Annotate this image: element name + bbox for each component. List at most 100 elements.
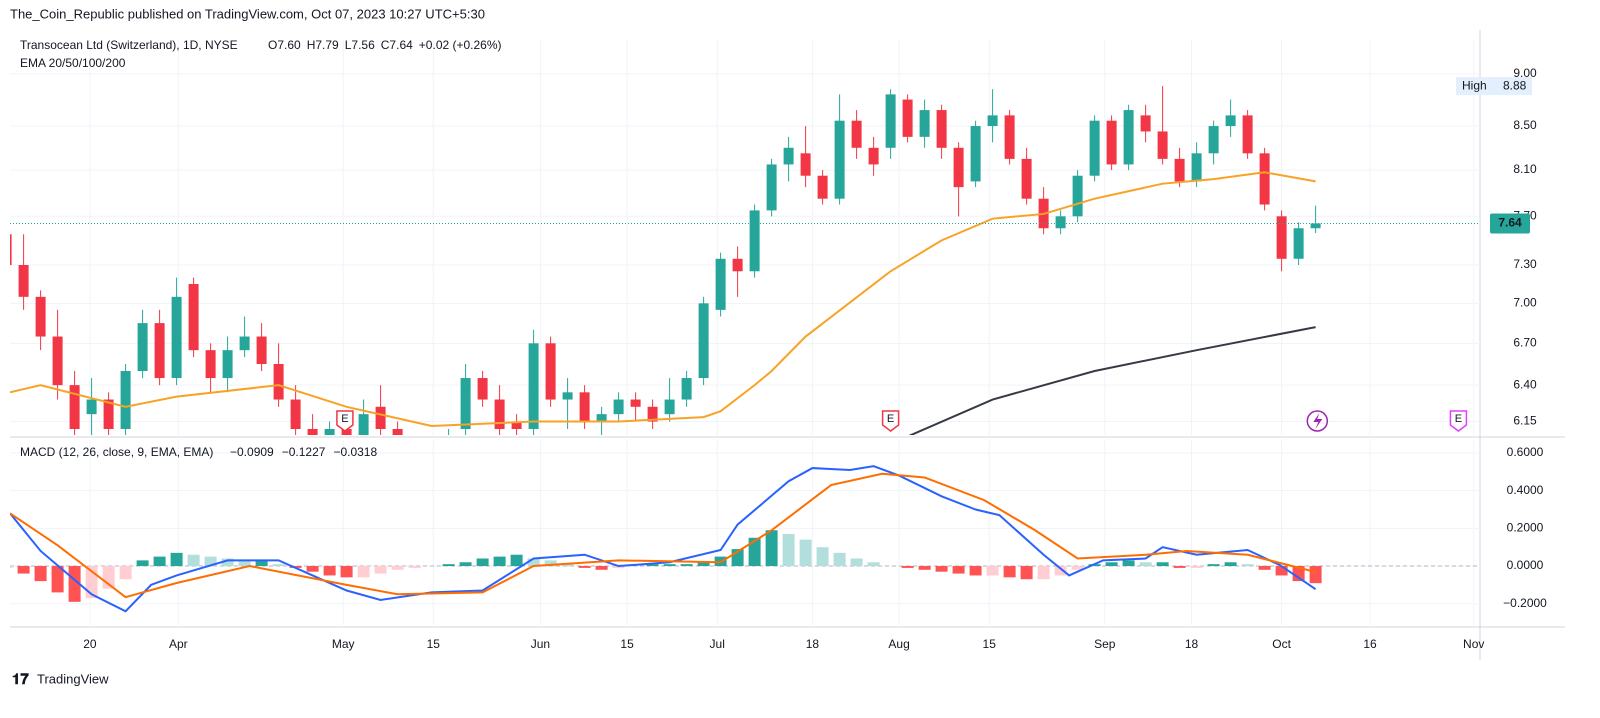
histogram-bar — [442, 564, 455, 567]
histogram-bar — [1037, 566, 1050, 580]
histogram-bar — [1054, 566, 1067, 576]
y-tick-label: 6.70 — [1513, 335, 1537, 349]
histogram-bar — [901, 566, 914, 568]
candle-body — [1055, 216, 1066, 229]
x-tick-label: Apr — [169, 637, 188, 651]
histogram-bar — [646, 564, 659, 567]
ohlc-value: O7.60 — [268, 38, 301, 52]
candle-body — [885, 94, 896, 148]
candle-body — [35, 296, 46, 337]
candle-body — [1089, 120, 1100, 176]
histogram-bar — [595, 566, 608, 570]
candle-body — [1242, 115, 1253, 154]
histogram-bar — [1071, 566, 1084, 570]
candle-body — [630, 399, 641, 407]
histogram-bar — [1224, 562, 1237, 567]
last-price-label: 7.64 — [1498, 216, 1522, 230]
candle-body — [358, 414, 369, 435]
candle-body — [715, 258, 726, 310]
logo: 𝟏𝟕 — [12, 671, 29, 688]
candle-body — [987, 115, 998, 127]
x-tick-label: Jun — [531, 637, 550, 651]
histogram-bar — [935, 566, 948, 572]
candle-body — [834, 120, 845, 199]
y-tick-label: 6.15 — [1513, 414, 1537, 428]
macd-legend-value: −0.0318 — [333, 445, 377, 459]
candle-body — [1276, 216, 1287, 259]
histogram-bar — [1309, 566, 1322, 584]
candle-body — [137, 323, 148, 371]
candle-body — [392, 428, 403, 435]
x-tick-label: 15 — [427, 637, 441, 651]
histogram-bar — [697, 562, 710, 567]
candle-body — [154, 323, 165, 379]
y-tick-label: 0.4000 — [1507, 483, 1544, 497]
candle-body — [596, 414, 607, 422]
candle-body — [562, 392, 573, 400]
histogram-bar — [170, 552, 183, 567]
histogram-bar — [867, 562, 880, 567]
histogram-bar — [680, 564, 693, 567]
candle-body — [222, 350, 233, 379]
candle-body — [579, 392, 590, 422]
last-price-box — [1490, 213, 1530, 234]
x-tick-label: Oct — [1272, 637, 1291, 651]
candle-body — [681, 378, 692, 400]
candle-body — [970, 126, 981, 182]
histogram-bar — [986, 566, 999, 576]
ohlc-value: +0.02 (+0.26%) — [419, 38, 502, 52]
high-label: High — [1462, 78, 1487, 92]
candle-body — [256, 336, 267, 365]
histogram-bar — [1173, 566, 1186, 568]
ohlc-value: L7.56 — [345, 38, 375, 52]
candle-body — [1106, 120, 1117, 165]
candle-body — [1021, 158, 1032, 199]
histogram-bar — [1156, 562, 1169, 567]
candle-body — [494, 399, 505, 429]
candle-body — [783, 147, 794, 165]
candle-body — [902, 99, 913, 137]
candle-body — [732, 258, 743, 272]
x-tick-label: 16 — [1363, 637, 1377, 651]
histogram-bar — [1275, 566, 1288, 576]
histogram-bar — [527, 558, 540, 567]
ohlc-value: H7.79 — [307, 38, 339, 52]
histogram-bar — [391, 566, 404, 570]
histogram-bar — [969, 566, 982, 576]
histogram-bar — [34, 566, 47, 582]
histogram-bar — [323, 566, 336, 576]
histogram-bar — [1190, 566, 1203, 568]
candle-body — [86, 399, 97, 415]
histogram-bar — [833, 552, 846, 567]
macd-legend-value: −0.1227 — [282, 445, 326, 459]
ohlc-legend: O7.60 H7.79 L7.56 C7.64 +0.02 (+0.26%) — [268, 38, 502, 52]
candle-body — [324, 428, 335, 435]
histogram-bar — [119, 566, 132, 580]
y-tick-label: 0.0000 — [1507, 558, 1544, 572]
candle-body — [1293, 228, 1304, 259]
histogram-bar — [1207, 564, 1220, 567]
candle-body — [1191, 153, 1202, 182]
candle-body — [1208, 126, 1219, 154]
x-tick-label: 18 — [1185, 637, 1199, 651]
footer: TradingView — [37, 671, 109, 686]
x-tick-label: 20 — [83, 637, 97, 651]
histogram-bar — [561, 564, 574, 567]
candle-body — [1310, 223, 1321, 229]
histogram-bar — [187, 554, 200, 567]
histogram-bar — [799, 539, 812, 567]
axes: 6.156.406.707.007.307.708.108.509.00−0.2… — [83, 66, 1547, 651]
candle-body — [120, 370, 131, 429]
histogram-bar — [1139, 562, 1152, 567]
indicator: EMA 20/50/100/200 — [20, 56, 126, 70]
line — [10, 472, 1316, 599]
macd-pane — [10, 440, 1480, 625]
candle-body — [460, 378, 471, 429]
candle-body — [766, 164, 777, 211]
histogram-bar — [952, 566, 965, 574]
y-tick-label: 7.30 — [1513, 257, 1537, 271]
candle-body — [664, 399, 675, 415]
candle-body — [613, 399, 624, 415]
candle-body — [1123, 110, 1134, 165]
